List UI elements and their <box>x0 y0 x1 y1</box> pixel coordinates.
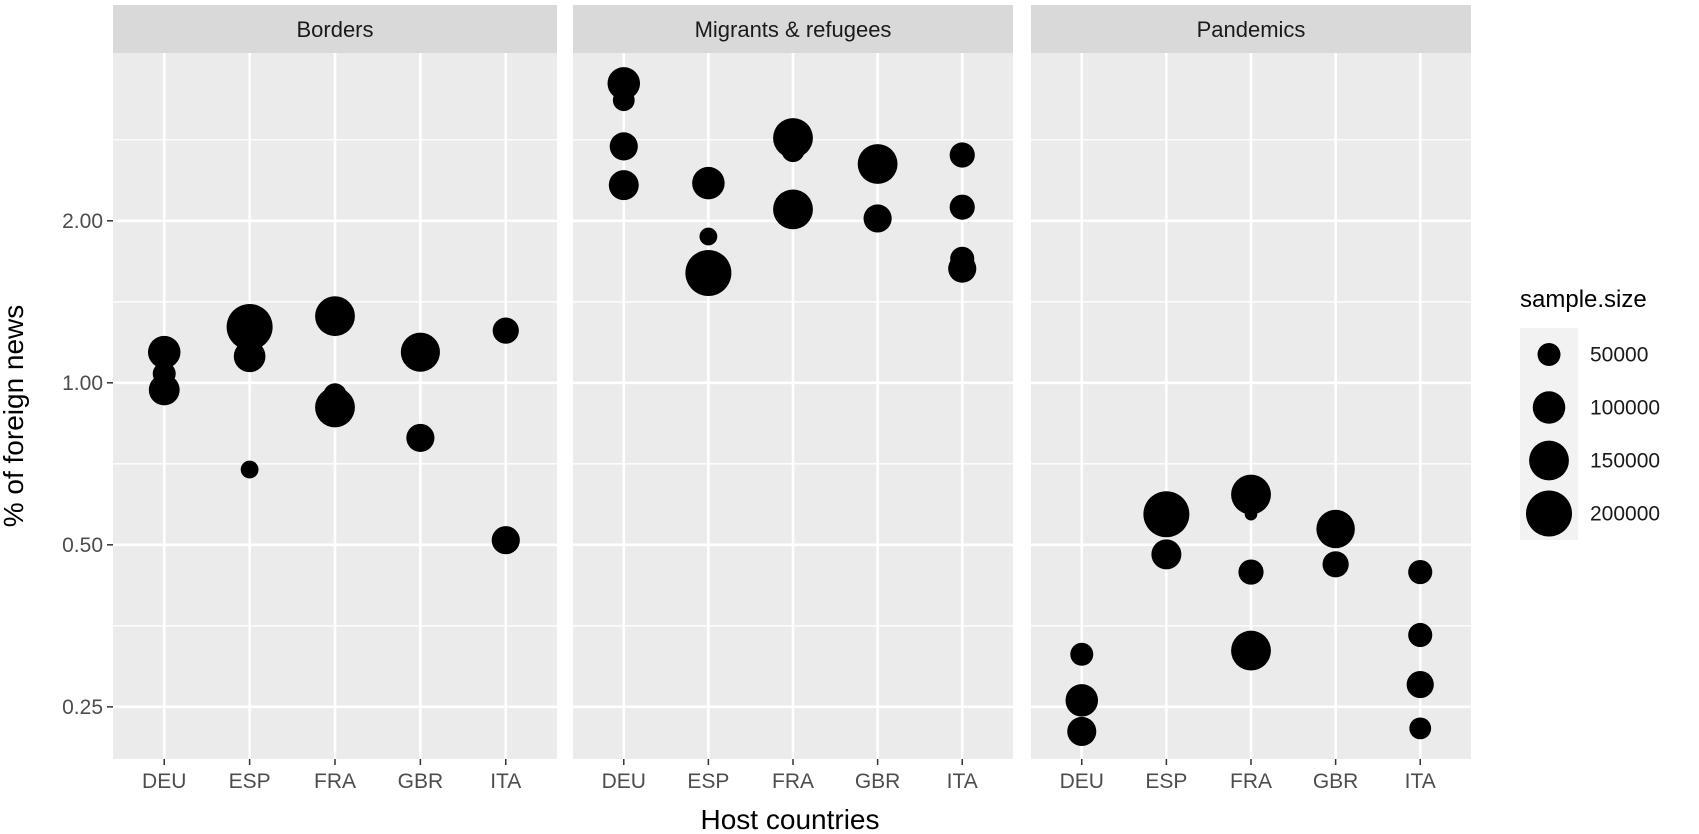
panel-1: DEU ESP FRA GBR ITA Borders <box>113 5 557 793</box>
facet-strip <box>573 5 1013 53</box>
data-point <box>781 139 805 163</box>
data-point <box>1406 670 1434 699</box>
data-point <box>240 460 259 479</box>
data-point <box>1316 509 1355 549</box>
x-tick-label: DEU <box>1060 770 1104 793</box>
x-tick-label: GBR <box>855 770 901 793</box>
data-point <box>1143 491 1190 538</box>
data-point <box>1409 717 1432 740</box>
legend-key-circle <box>1532 391 1566 424</box>
data-point <box>1070 642 1094 666</box>
data-point <box>1151 539 1182 570</box>
x-tick-label: ESP <box>687 770 729 793</box>
data-point <box>1322 551 1349 578</box>
data-point <box>685 249 732 296</box>
data-point <box>948 254 977 283</box>
data-point <box>612 89 635 112</box>
legend-key-circle <box>1526 490 1572 537</box>
x-tick-label: FRA <box>1230 770 1272 793</box>
data-point <box>233 340 266 373</box>
x-tick-label: DEU <box>142 770 186 793</box>
y-tick-label: 1.00 <box>62 372 103 395</box>
legend-label: 150000 <box>1590 450 1660 473</box>
data-point <box>949 142 975 168</box>
data-point <box>226 303 273 350</box>
data-point <box>1408 560 1433 585</box>
data-point <box>692 166 725 200</box>
data-point <box>400 332 440 372</box>
x-tick-label: ITA <box>947 770 978 793</box>
data-point <box>147 335 181 369</box>
data-point <box>315 296 355 337</box>
data-point <box>492 317 519 344</box>
facet-title: Borders <box>296 17 373 42</box>
x-axis-title: Host countries <box>701 804 880 834</box>
legend-label: 100000 <box>1590 397 1660 420</box>
facet-title: Migrants & refugees <box>695 17 892 42</box>
x-tick-label: ESP <box>1145 770 1187 793</box>
y-tick-label: 0.50 <box>62 534 103 557</box>
facet-strip <box>113 5 557 53</box>
panel-2: DEU ESP FRA GBR ITA Migrants & refugees <box>573 5 1013 793</box>
x-tick-label: ESP <box>229 770 271 793</box>
data-point <box>148 374 180 406</box>
data-point <box>857 144 898 184</box>
legend-key-circle <box>1537 343 1561 366</box>
legend-key-circle <box>1529 440 1569 481</box>
data-point <box>1231 474 1271 515</box>
facet-title: Pandemics <box>1197 17 1306 42</box>
data-point <box>609 132 638 161</box>
legend-title: sample.size <box>1520 286 1647 313</box>
data-point <box>699 227 718 246</box>
data-point <box>315 387 355 428</box>
plot-layer: DEU ESP FRA GBR ITA Borders DEU ESP FRA GBR ITA Mig… <box>62 5 1660 793</box>
data-point <box>1067 716 1097 747</box>
legend-label: 50000 <box>1590 344 1648 367</box>
data-point <box>608 170 639 201</box>
data-point <box>773 189 813 230</box>
y-tick-label: 2.00 <box>62 210 103 233</box>
data-point <box>1231 630 1271 671</box>
panel-3: DEU ESP FRA GBR ITA Pandemics <box>1031 5 1471 793</box>
x-tick-label: GBR <box>1313 770 1359 793</box>
facet-strip <box>1031 5 1471 53</box>
data-point <box>607 67 641 100</box>
x-tick-label: DEU <box>602 770 646 793</box>
x-tick-label: ITA <box>1405 770 1436 793</box>
data-point <box>1244 507 1258 521</box>
data-point <box>863 204 892 233</box>
data-point <box>406 423 435 452</box>
data-point <box>1238 559 1264 585</box>
x-tick-label: ITA <box>490 770 521 793</box>
data-point <box>1408 622 1433 648</box>
size-legend: 50000 100000 150000 200000 <box>1520 328 1660 540</box>
x-tick-label: FRA <box>314 770 356 793</box>
data-point <box>491 526 520 555</box>
legend-label: 200000 <box>1590 503 1660 526</box>
x-tick-label: GBR <box>398 770 444 793</box>
y-axis-title: % of foreign news <box>0 305 29 528</box>
y-tick-label: 0.25 <box>62 696 103 719</box>
data-point <box>1065 684 1099 717</box>
x-tick-label: FRA <box>772 770 814 793</box>
data-point <box>949 194 975 220</box>
